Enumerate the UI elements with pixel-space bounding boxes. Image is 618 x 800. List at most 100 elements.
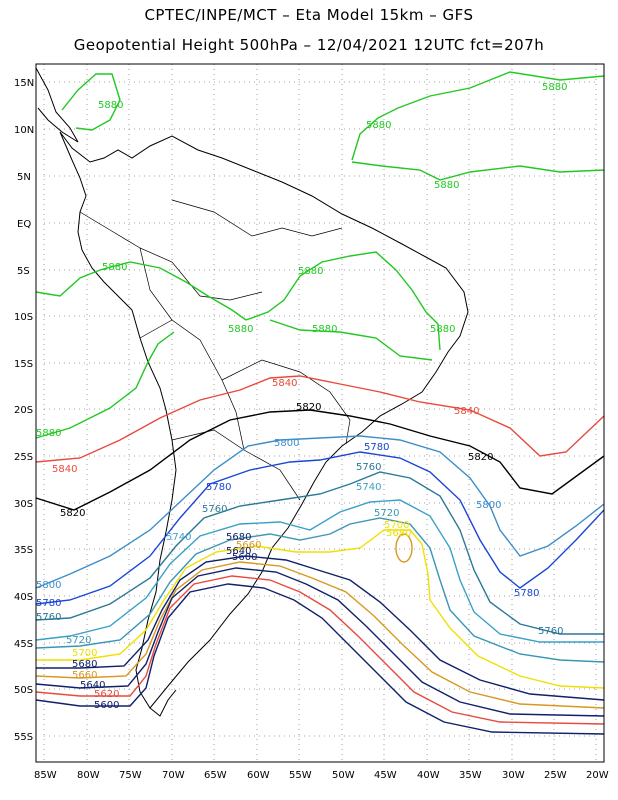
- contour-label: 5700: [72, 648, 97, 659]
- contour-lines: [35, 71, 605, 735]
- lat-label: 40S: [14, 592, 33, 603]
- lat-label: 55S: [14, 732, 33, 743]
- contour-label: 5800: [274, 438, 299, 449]
- contour-5820: [35, 409, 605, 511]
- contour-label: 5620: [94, 689, 119, 700]
- contour-label: 5880: [228, 324, 253, 335]
- contour-label: 5880: [542, 82, 567, 93]
- lon-label: 55W: [289, 770, 312, 781]
- contour-label: 5640: [226, 546, 251, 557]
- lon-label: 40W: [417, 770, 440, 781]
- contour-label: 5780: [514, 588, 539, 599]
- contour-label: 5800: [476, 500, 501, 511]
- lat-label: 15N: [14, 78, 34, 89]
- contour-label: 5840: [272, 378, 297, 389]
- contour-5620: [35, 575, 605, 725]
- lat-label: 30S: [14, 499, 33, 510]
- contour-5780: [35, 451, 605, 605]
- lon-label: 30W: [502, 770, 525, 781]
- political-borders: [79, 199, 351, 501]
- contour-5680: [36, 555, 605, 701]
- contour-5700: [36, 529, 605, 689]
- contour-label: 5680: [72, 659, 97, 670]
- map-title-line2: Geopotential Height 500hPa – 12/04/2021 …: [73, 36, 545, 54]
- contour-label: 5820: [296, 402, 321, 413]
- lat-label: 35S: [14, 545, 33, 556]
- contour-label: 5720: [66, 635, 91, 646]
- contour-label: 5760: [202, 504, 227, 515]
- contour-5880-brazil: [245, 251, 441, 351]
- contour-label: 5660: [72, 670, 97, 681]
- latitude-labels: 15N 10N 5N EQ 5S 10S 15S 20S 25S 30S 35S…: [14, 78, 34, 743]
- contour-label: 5740: [356, 482, 381, 493]
- lon-label: 80W: [77, 770, 100, 781]
- contour-label: 5600: [232, 552, 257, 563]
- map-frame: [35, 63, 605, 763]
- lon-label: 85W: [34, 770, 57, 781]
- contour-label: 5680: [386, 528, 411, 539]
- graticule: [43, 64, 597, 762]
- map-title-line1: CPTEC/INPE/MCT – Eta Model 15km – GFS: [144, 6, 474, 24]
- lon-label: 25W: [544, 770, 567, 781]
- contour-value-labels: 5880 5880 5880 5880 5880 5880 5880 5880 …: [36, 82, 567, 711]
- contour-label: 5880: [98, 100, 123, 111]
- lat-label: 20S: [14, 405, 33, 416]
- contour-label: 5800: [36, 580, 61, 591]
- contour-5880-north: [61, 73, 121, 131]
- contour-label: 5880: [102, 262, 127, 273]
- contour-5640: [35, 567, 605, 717]
- lon-label: 50W: [332, 770, 355, 781]
- contour-label: 5880: [312, 324, 337, 335]
- contour-label: 5760: [36, 612, 61, 623]
- lat-label: 10S: [14, 312, 33, 323]
- lon-label: 20W: [586, 770, 609, 781]
- lat-label: 5N: [17, 172, 31, 183]
- lon-label: 70W: [162, 770, 185, 781]
- lon-label: 75W: [119, 770, 142, 781]
- contour-label: 5780: [364, 442, 389, 453]
- contour-label: 5600: [94, 700, 119, 711]
- contour-label: 5840: [454, 406, 479, 417]
- lat-label: 10N: [14, 125, 34, 136]
- contour-5880-andes: [35, 331, 175, 439]
- contour-5680-closed: [395, 533, 413, 563]
- contour-5840: [35, 375, 605, 463]
- contour-label: 5820: [60, 508, 85, 519]
- lon-label: 65W: [204, 770, 227, 781]
- contour-label: 5820: [468, 452, 493, 463]
- lon-label: 60W: [247, 770, 270, 781]
- contour-5660: [35, 561, 605, 709]
- longitude-labels: 85W 80W 75W 70W 65W 60W 55W 50W 45W 40W …: [34, 770, 609, 781]
- contour-label: 5640: [80, 680, 105, 691]
- contour-5880-west: [35, 261, 247, 321]
- contour-label: 5660: [236, 540, 261, 551]
- contour-5720: [35, 517, 605, 663]
- contour-label: 5880: [430, 324, 455, 335]
- contour-label: 5720: [374, 508, 399, 519]
- contour-5880-south: [269, 319, 433, 361]
- coastlines: [35, 67, 469, 717]
- contour-5760: [35, 471, 604, 635]
- lat-label: 15S: [14, 359, 33, 370]
- lat-label: 45S: [14, 639, 33, 650]
- contour-label: 5880: [434, 180, 459, 191]
- contour-5880-atlantic: [351, 71, 605, 161]
- lon-label: 35W: [459, 770, 482, 781]
- contour-label: 5880: [298, 266, 323, 277]
- contour-label: 5700: [384, 520, 409, 531]
- contour-label: 5780: [36, 598, 61, 609]
- contour-5740: [35, 499, 604, 643]
- lat-label: 25S: [14, 452, 33, 463]
- contour-label: 5680: [226, 532, 251, 543]
- contour-label: 5840: [52, 464, 77, 475]
- contour-label: 5740: [166, 532, 191, 543]
- contour-5800: [35, 435, 605, 589]
- contour-label: 5780: [206, 482, 231, 493]
- contour-label: 5880: [366, 120, 391, 131]
- lon-label: 45W: [374, 770, 397, 781]
- lat-label: EQ: [17, 219, 31, 230]
- contour-5600: [35, 583, 605, 735]
- contour-label: 5760: [538, 626, 563, 637]
- lat-label: 50S: [14, 685, 33, 696]
